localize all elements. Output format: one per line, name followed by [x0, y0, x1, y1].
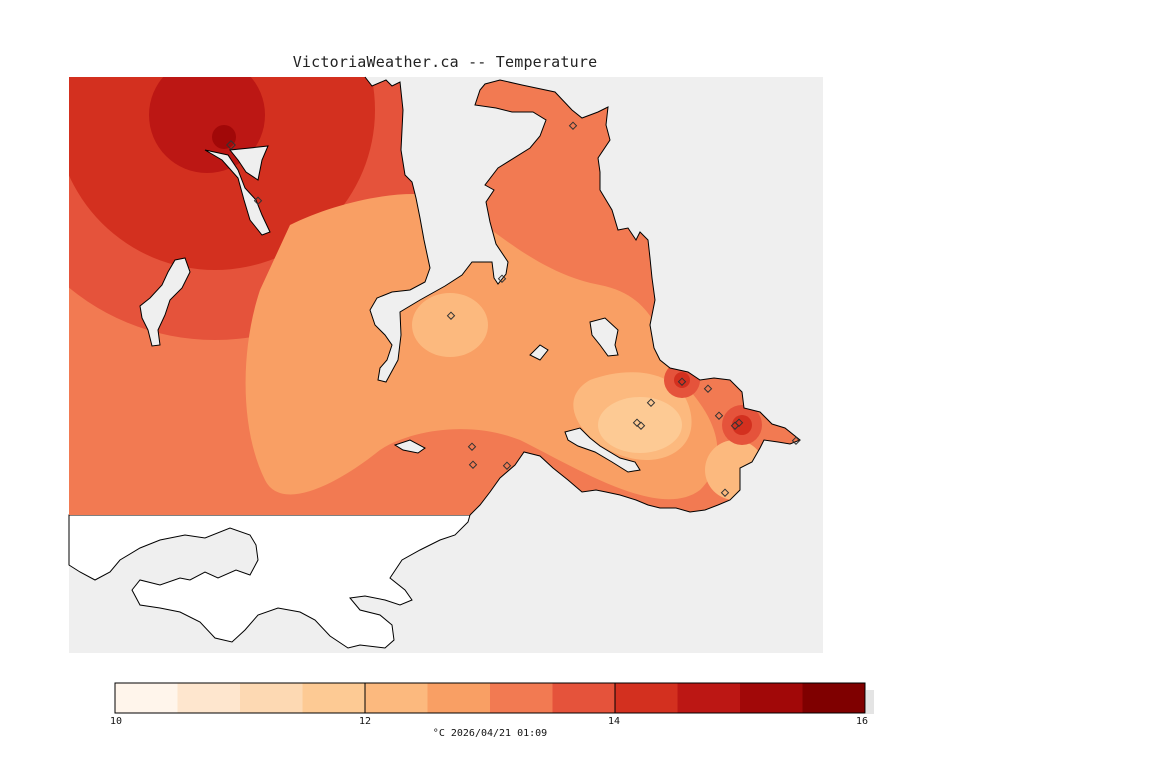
legend-bin	[615, 683, 678, 713]
legend-bin	[552, 683, 615, 713]
legend-bin	[240, 683, 303, 713]
lake-south	[393, 439, 426, 454]
station-marker	[636, 421, 646, 430]
legend-frame	[114, 682, 866, 714]
legend-tick-label: 14	[607, 716, 621, 727]
legend-bin	[677, 683, 740, 713]
legend-shadow	[866, 690, 874, 714]
station-marker	[677, 377, 687, 386]
lake-small	[529, 344, 549, 361]
lake-north	[204, 149, 271, 236]
san-juan-islands	[68, 514, 471, 649]
legend-bin	[802, 683, 865, 713]
map-title: VictoriaWeather.ca -- Temperature	[292, 53, 598, 71]
station-marker	[253, 196, 263, 205]
station-marker	[467, 442, 477, 451]
station-marker	[497, 274, 507, 283]
station-marker	[714, 411, 724, 420]
legend-bin	[427, 683, 490, 713]
legend-bin	[490, 683, 553, 713]
legend-tick-label: 10	[109, 716, 123, 727]
harbour-inlet	[564, 427, 641, 473]
lake-east	[589, 317, 619, 357]
legend-bin	[177, 683, 240, 713]
legend-bin	[115, 683, 178, 713]
station-marker	[703, 384, 713, 393]
lake-west	[139, 257, 191, 347]
coastline	[364, 76, 801, 516]
station-marker	[734, 418, 744, 427]
station-marker	[791, 436, 801, 445]
station-marker	[226, 140, 236, 150]
lake-north-arm	[229, 145, 269, 181]
legend-bin	[740, 683, 803, 713]
station-marker	[468, 460, 478, 469]
station-marker	[720, 488, 730, 497]
legend-bin	[302, 683, 365, 713]
station-marker	[502, 461, 512, 470]
legend-bin	[365, 683, 428, 713]
station-markers	[226, 121, 801, 497]
station-marker	[568, 121, 578, 130]
legend-tick-label: 12	[358, 716, 372, 727]
legend-units-timestamp: °C 2026/04/21 01:09	[432, 728, 548, 739]
legend-colorbar	[114, 683, 866, 713]
station-marker	[446, 311, 456, 320]
legend-tick-label: 16	[855, 716, 869, 727]
station-marker	[646, 398, 656, 407]
